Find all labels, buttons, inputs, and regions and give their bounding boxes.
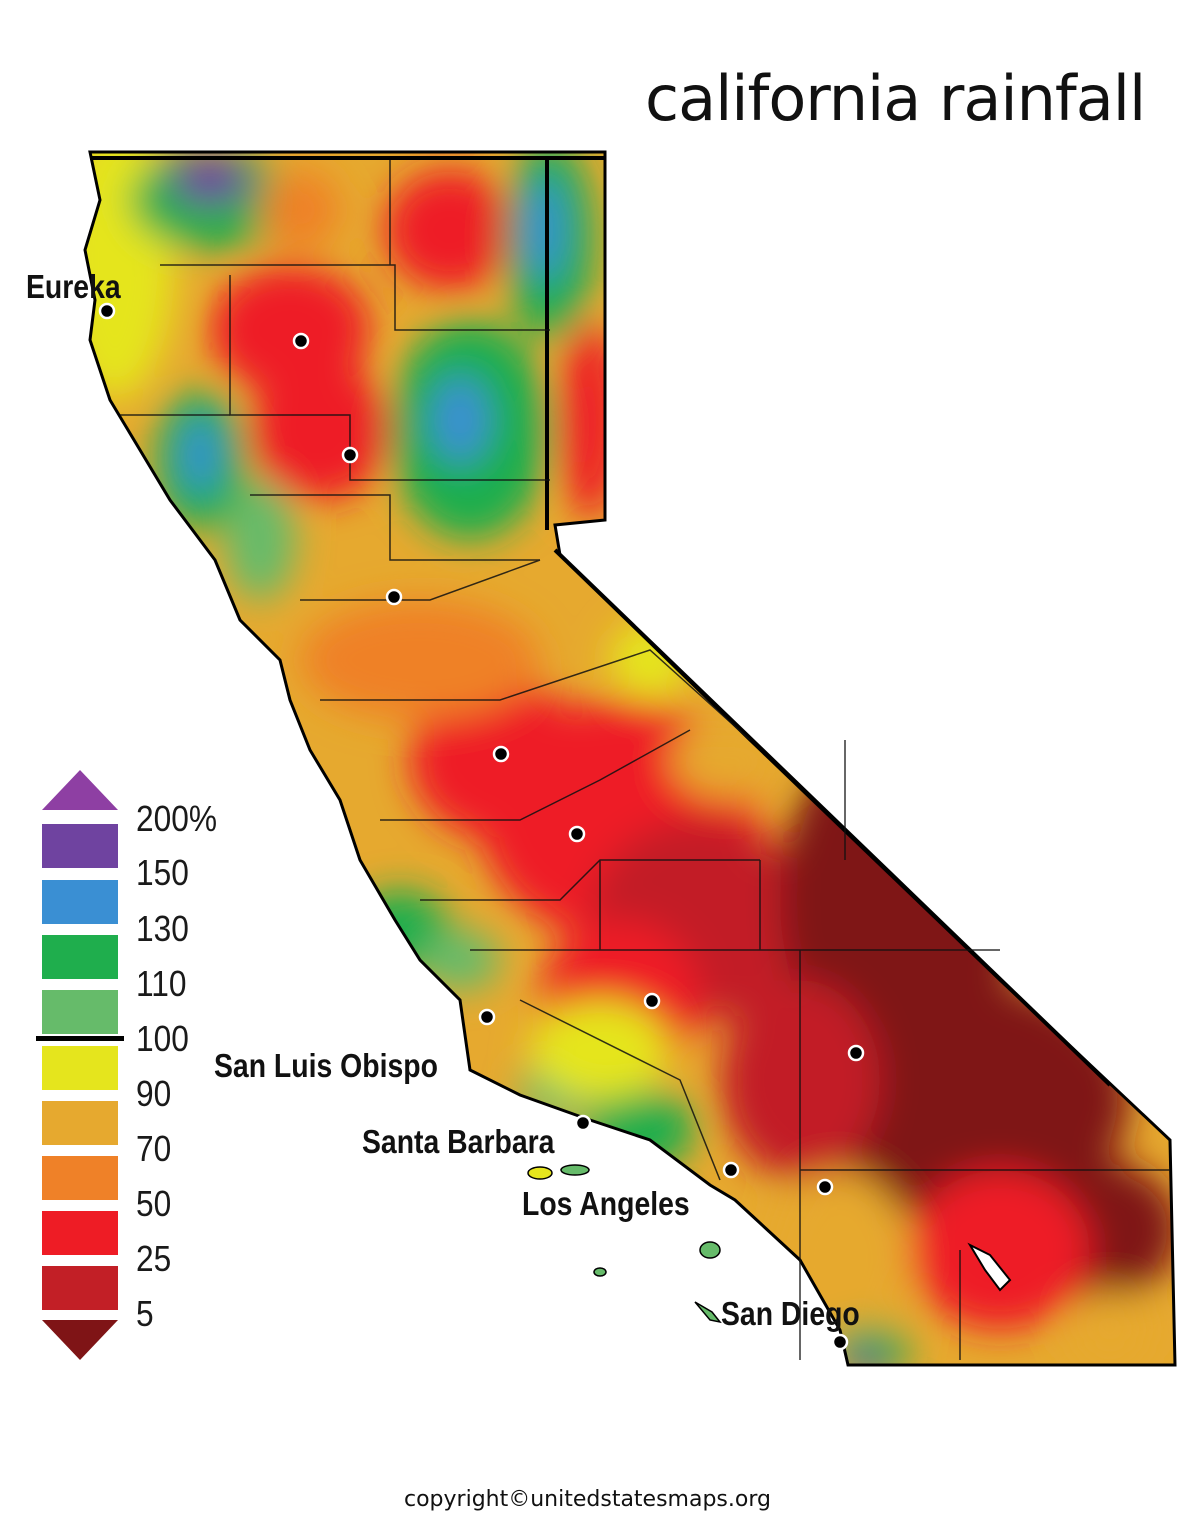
- legend-swatch-25-50: [42, 1211, 118, 1255]
- map-title: california rainfall: [645, 62, 1146, 135]
- legend-label-5: 5: [136, 1293, 154, 1334]
- legend-label-200: 200%: [136, 798, 218, 839]
- legend-swatch-50-70: [42, 1156, 118, 1200]
- legend-arrow-down-icon: [42, 1320, 118, 1360]
- legend-label-70: 70: [136, 1128, 172, 1169]
- legend-label-90: 90: [136, 1073, 172, 1114]
- legend-label-110: 110: [136, 963, 187, 1004]
- legend-swatch-130-150: [42, 880, 118, 924]
- county-lines: [120, 160, 1170, 1360]
- city-markers: [98, 302, 865, 1351]
- legend-baseline-100: [36, 1036, 124, 1041]
- channel-islands: [527, 1164, 722, 1324]
- legend-label-25: 25: [136, 1238, 172, 1279]
- legend-swatch-110-130: [42, 935, 118, 979]
- legend-swatch-5-25: [42, 1266, 118, 1310]
- legend-label-130: 130: [136, 908, 189, 949]
- legend-swatch-100-110: [42, 990, 118, 1034]
- legend-swatch-70-90: [42, 1101, 118, 1145]
- legend-arrow-up-icon: [42, 770, 118, 810]
- city-label-santa-barbara: Santa Barbara: [362, 1123, 555, 1160]
- city-label-san-diego: San Diego: [721, 1295, 860, 1332]
- legend-label-50: 50: [136, 1183, 172, 1224]
- legend-swatch-90-100: [42, 1046, 118, 1090]
- legend-swatch-150-200: [42, 824, 118, 868]
- city-label-eureka: Eureka: [26, 268, 121, 305]
- legend-label-150: 150: [136, 852, 189, 893]
- legend-label-100: 100: [136, 1018, 189, 1059]
- copyright-text: copyright©unitedstatesmaps.org: [404, 1487, 771, 1512]
- city-label-san-luis-obispo: San Luis Obispo: [214, 1047, 438, 1084]
- city-label-los-angeles: Los Angeles: [522, 1185, 690, 1222]
